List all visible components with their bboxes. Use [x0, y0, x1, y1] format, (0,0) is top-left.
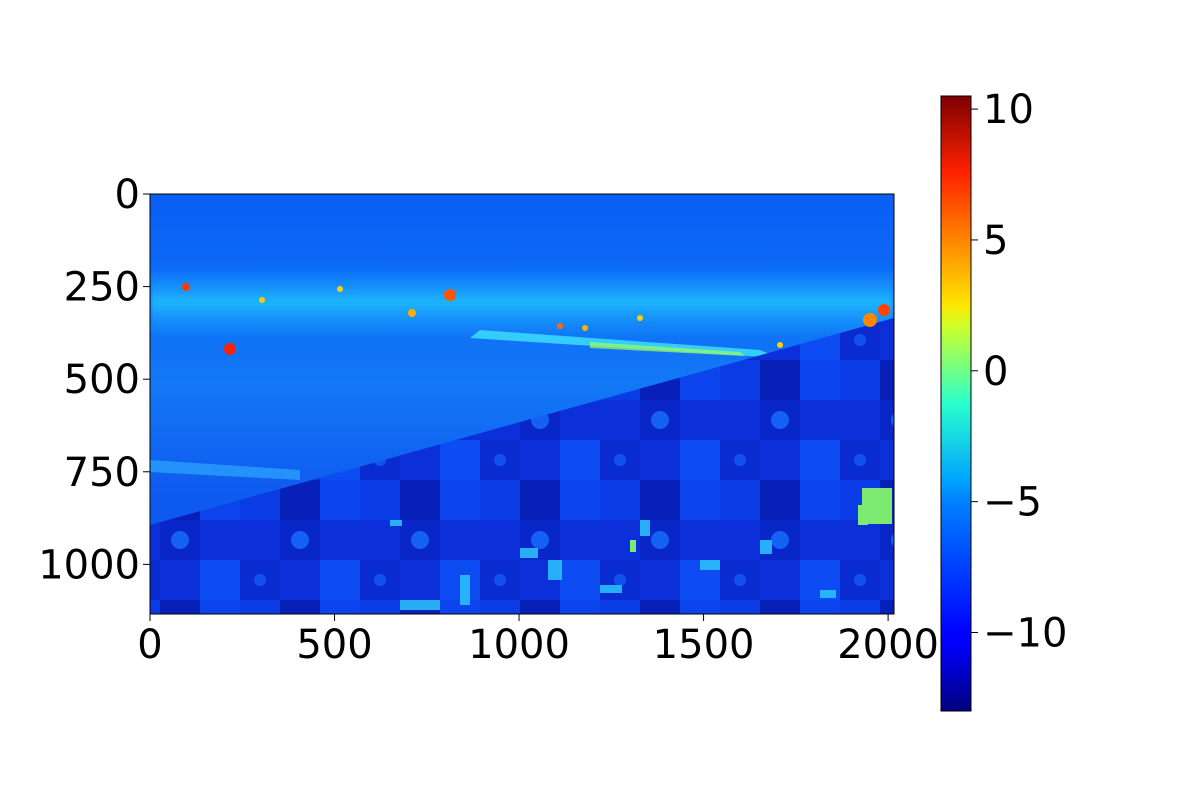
y-tick-label: 500: [64, 357, 140, 403]
y-tick-label: 250: [64, 265, 140, 311]
x-tick-label: 1000: [468, 622, 570, 668]
colorbar-tick-label: 10: [983, 87, 1034, 133]
colorbar-gradient: [940, 95, 972, 712]
y-axis: 0 250 500 750 1000: [38, 172, 150, 588]
shadow-region: [150, 318, 894, 614]
colorbar-tick-label: 5: [983, 218, 1008, 264]
x-tick-label: 0: [137, 622, 162, 668]
hotspot-group: [182, 283, 890, 355]
colorbar-tick-label: 0: [983, 349, 1008, 395]
colorbar-ticks: 10 5 0 −5 −10: [971, 87, 1067, 656]
colorbar: 10 5 0 −5 −10: [940, 87, 1067, 712]
speckle-group: [390, 520, 836, 610]
colorbar-tick-label: −10: [983, 610, 1067, 656]
x-axis: 0 500 1000 1500 2000: [137, 614, 939, 668]
colorbar-tick-label: −5: [983, 480, 1042, 526]
x-tick-label: 2000: [837, 622, 939, 668]
y-tick-label: 0: [115, 172, 140, 218]
y-tick-label: 750: [64, 450, 140, 496]
x-tick-label: 1500: [653, 622, 755, 668]
plot-frame: [149, 193, 895, 615]
x-tick-label: 500: [296, 622, 372, 668]
y-tick-label: 1000: [38, 542, 140, 588]
heatmap-image: [150, 194, 894, 614]
